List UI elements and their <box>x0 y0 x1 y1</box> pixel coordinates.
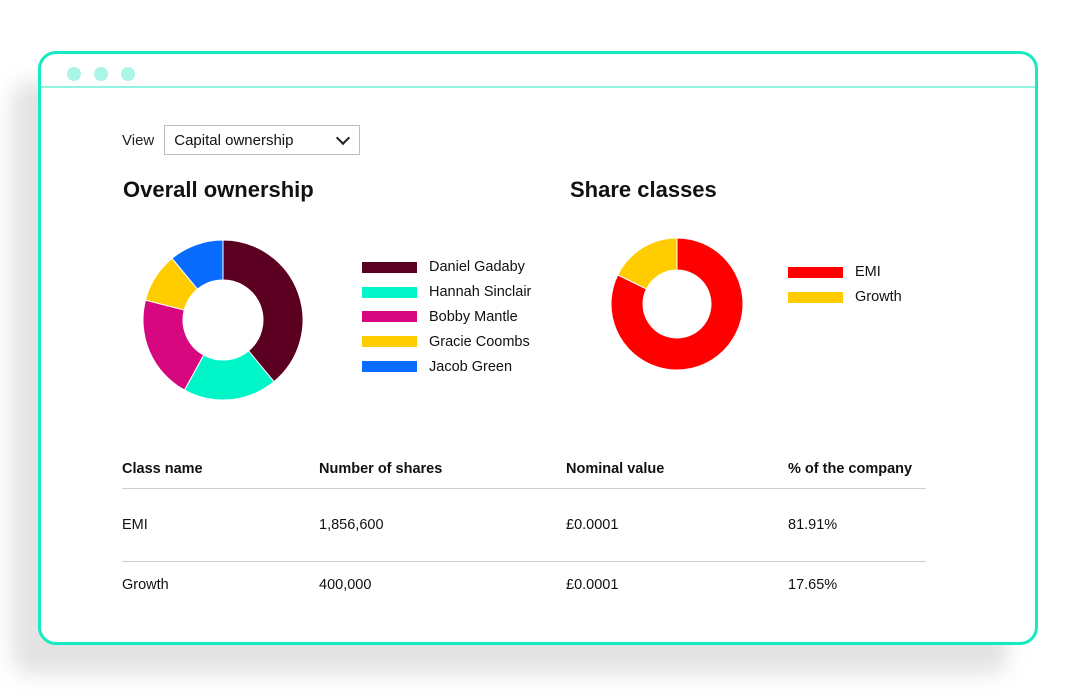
legend-label: Growth <box>855 289 902 306</box>
column-header-number-of-shares: Number of shares <box>319 461 443 477</box>
column-header-nominal-value: Nominal value <box>566 461 665 477</box>
window-titlebar <box>41 54 1035 88</box>
share-classes-legend: EMI Growth <box>788 260 902 310</box>
table-cell: 1,856,600 <box>319 517 384 533</box>
legend-swatch <box>362 286 417 298</box>
table-row: EMI 1,856,600 £0.0001 81.91% <box>122 489 926 562</box>
table-cell: £0.0001 <box>566 517 619 533</box>
window-dot-icon <box>94 67 108 81</box>
legend-swatch <box>788 266 843 278</box>
legend-item: Gracie Coombs <box>362 329 531 354</box>
legend-swatch <box>362 336 417 348</box>
legend-swatch <box>362 361 417 373</box>
legend-item: Jacob Green <box>362 354 531 379</box>
share-classes-title: Share classes <box>570 177 717 202</box>
legend-label: Hannah Sinclair <box>429 284 532 301</box>
legend-label: Gracie Coombs <box>429 333 530 350</box>
legend-item: Bobby Mantle <box>362 305 531 330</box>
column-header-percent-of-company: % of the company <box>788 461 913 477</box>
legend-swatch <box>362 261 417 273</box>
legend-swatch <box>788 291 843 303</box>
table-cell: 17.65% <box>788 577 838 593</box>
legend-item: EMI <box>788 260 902 285</box>
overall-ownership-title: Overall ownership <box>123 177 314 202</box>
legend-item: Hannah Sinclair <box>362 280 531 305</box>
view-selector-row: View Capital ownership <box>122 125 361 155</box>
overall-ownership-donut-chart <box>143 240 304 401</box>
table-cell: £0.0001 <box>566 577 619 593</box>
table-cell: EMI <box>122 517 148 533</box>
table-header-row: Class name Number of shares Nominal valu… <box>122 452 926 489</box>
window-dot-icon <box>121 67 135 81</box>
share-classes-table: Class name Number of shares Nominal valu… <box>122 452 926 620</box>
table-cell: 400,000 <box>319 577 372 593</box>
legend-label: Bobby Mantle <box>429 308 518 325</box>
window-dot-icon <box>67 67 81 81</box>
legend-item: Daniel Gadaby <box>362 255 531 280</box>
legend-label: Jacob Green <box>429 358 513 375</box>
view-select-value: Capital ownership <box>174 131 294 149</box>
donut-slice-daniel-gadaby <box>222 240 304 383</box>
overall-ownership-legend: Daniel Gadaby Hannah Sinclair Bobby Mant… <box>362 255 531 379</box>
legend-label: EMI <box>855 264 881 281</box>
table-row: Growth 400,000 £0.0001 17.65% <box>122 562 926 620</box>
legend-label: Daniel Gadaby <box>429 259 525 276</box>
table-cell: Growth <box>122 577 169 593</box>
donut-slice-jacob-green <box>171 240 224 290</box>
donut-slice-emi <box>611 238 744 371</box>
view-label: View <box>122 131 155 149</box>
column-header-class-name: Class name <box>122 461 203 477</box>
view-select[interactable]: Capital ownership <box>164 125 361 155</box>
browser-window: View Capital ownership Overall ownership… <box>38 51 1038 645</box>
share-classes-donut-chart <box>611 238 744 371</box>
legend-item: Growth <box>788 285 902 310</box>
table-cell: 81.91% <box>788 517 838 533</box>
donut-slice-growth <box>617 238 678 290</box>
chevron-down-icon <box>336 130 351 145</box>
legend-swatch <box>362 311 417 323</box>
